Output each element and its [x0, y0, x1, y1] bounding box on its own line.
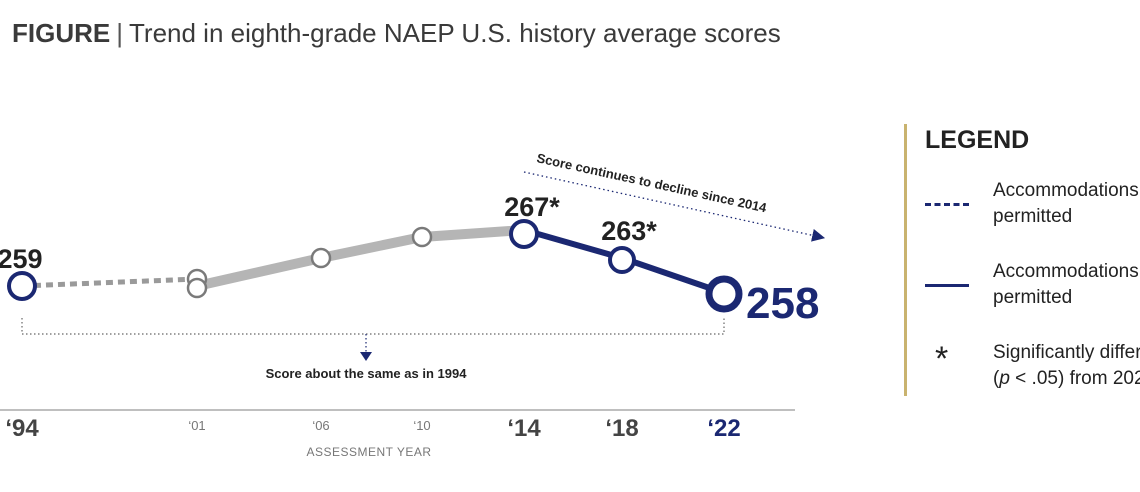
x-tick-label: ‘18 [605, 415, 638, 442]
x-tick-label: ‘14 [507, 415, 541, 442]
annotation-same-as-1994: Score about the same as in 1994 [266, 366, 468, 381]
legend-solid-line-swatch [925, 284, 969, 287]
value-label-1994: 259 [0, 244, 43, 274]
figure-title: FIGURE | Trend in eighth-grade NAEP U.S. h… [12, 18, 781, 49]
legend-label-line1: Accommodations not [993, 180, 1140, 201]
legend-title: LEGEND [925, 126, 1030, 154]
legend-item-permitted: Accommodations permitted [993, 259, 1139, 311]
annotation-decline-since-2014: Score continues to decline since 2014 [535, 150, 768, 215]
legend-label-line2: permitted [993, 206, 1073, 227]
x-tick-label: ‘94 [5, 415, 39, 442]
chart-title: Trend in eighth-grade NAEP U.S. history … [129, 18, 781, 48]
legend-asterisk-symbol: * [935, 340, 949, 378]
x-tick-label: ‘10 [413, 418, 430, 433]
series-line-not-permitted [21, 276, 198, 289]
decline-arrow [523, 171, 826, 242]
plot-area: ‘94 ‘01 ‘06 ‘10 ‘14 ‘18 ‘22 ASSESSMENT YEAR Scor… [0, 150, 826, 459]
legend-label-line1: Accommodations [993, 261, 1139, 282]
line-chart: ‘94 ‘01 ‘06 ‘10 ‘14 ‘18 ‘22 ASSESSMENT YEAR Scor… [0, 150, 826, 459]
x-tick-label: ‘22 [707, 415, 740, 442]
legend-label-line1: Significantly different [993, 342, 1140, 363]
value-label-2018: 263* [601, 216, 657, 246]
data-point-2014 [509, 219, 539, 249]
title-separator: | [116, 18, 123, 48]
legend-label-line2: (p < .05) from 2022 [993, 368, 1140, 389]
data-point-2006 [310, 247, 332, 269]
value-label-2022: 258 [746, 279, 819, 328]
legend-label-line2: permitted [993, 287, 1073, 308]
legend-dashed-line-swatch [925, 203, 969, 206]
series-line-permitted-early [192, 225, 529, 291]
legend-divider [904, 124, 907, 396]
p-italic: p [999, 368, 1010, 389]
value-label-2014: 267* [504, 192, 560, 222]
x-axis-title: ASSESSMENT YEAR [306, 445, 431, 459]
x-tick-label: ‘01 [188, 418, 205, 433]
x-tick-label: ‘06 [312, 418, 329, 433]
data-point-1994 [7, 271, 37, 301]
bracket-arrowhead [360, 352, 372, 361]
data-point-2010 [411, 226, 433, 248]
legend-item-significance: Significantly different (p < .05) from 2… [993, 340, 1140, 392]
legend-item-not-permitted: Accommodations not permitted [993, 178, 1140, 230]
data-point-2022 [705, 275, 743, 313]
figure-prefix: FIGURE [12, 18, 111, 48]
data-point-2001-permitted [186, 277, 208, 299]
data-point-2018 [608, 246, 636, 274]
comparison-bracket [21, 318, 725, 335]
